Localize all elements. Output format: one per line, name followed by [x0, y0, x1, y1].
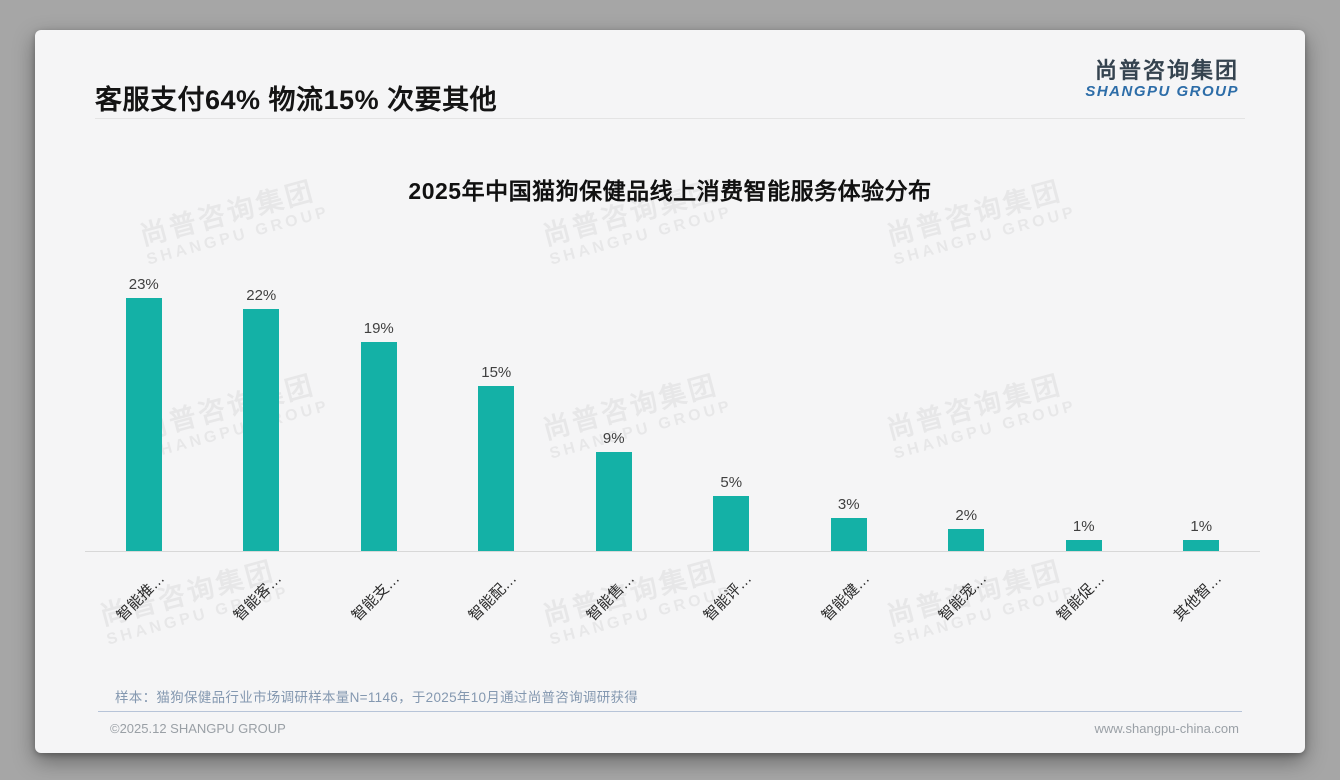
bar-value-label: 9% — [602, 430, 625, 447]
x-axis-label: 智能健… — [818, 570, 873, 625]
bar-column: 3% — [790, 268, 908, 551]
bar — [478, 386, 515, 551]
x-axis-label: 智能评… — [700, 570, 756, 625]
bar-column: 23% — [85, 268, 203, 551]
logo-chinese-name: 尚普咨询集团 — [1094, 58, 1239, 83]
x-label-slot: 智能推… — [85, 552, 203, 657]
bar — [125, 298, 162, 551]
x-axis-line — [85, 551, 1260, 552]
bar-column: 22% — [203, 268, 321, 551]
header-divider — [95, 118, 1245, 119]
x-label-slot: 智能售… — [555, 552, 673, 657]
bar-column: 1% — [1025, 268, 1143, 551]
bar — [595, 452, 632, 551]
chart-title: 2025年中国猫狗保健品线上消费智能服务体验分布 — [408, 178, 932, 204]
x-axis-label: 智能配… — [465, 570, 521, 625]
x-axis-labels: 智能推… 智能客… 智能支… 智能配… 智能售… 智能评… 智能健… 智能宠… 智能促… 其他智… — [85, 552, 1260, 657]
bar-column: 19% — [320, 268, 438, 551]
x-label-slot: 智能支… — [320, 552, 438, 657]
bar-value-label: 19% — [363, 320, 394, 337]
watermark-en: SHANGPU GROUP — [891, 203, 1079, 269]
bar — [948, 529, 985, 551]
x-axis-label: 其他智… — [1170, 570, 1226, 625]
bar — [713, 496, 750, 551]
bar — [1183, 540, 1220, 551]
footer-divider — [98, 711, 1242, 712]
x-label-slot: 智能宠… — [908, 552, 1026, 657]
slide-card: 尚普咨询集团 SHANGPU GROUP 尚普咨询集团 SHANGPU GROU… — [35, 30, 1305, 753]
watermark-en: SHANGPU GROUP — [144, 203, 332, 269]
page-title: 客服支付64% 物流15% 次要其他 — [95, 85, 498, 115]
bar-value-label: 15% — [481, 364, 512, 381]
bar-value-label: 2% — [955, 507, 978, 524]
bar-chart-plot-area: 23% 22% 19% 15% 9% 5% 3% 2% 1% 1% — [85, 268, 1260, 551]
bar-value-label: 3% — [837, 496, 860, 513]
sample-footnote: 样本：猫狗保健品行业市场调研样本量N=1146，于2025年10月通过尚普咨询调… — [115, 690, 639, 705]
footer-copyright: ©2025.12 SHANGPU GROUP — [110, 721, 286, 736]
x-label-slot: 其他智… — [1143, 552, 1261, 657]
bar-value-label: 5% — [720, 474, 743, 491]
logo-english-name: SHANGPU GROUP — [1085, 83, 1239, 101]
bar-column: 5% — [673, 268, 791, 551]
x-axis-label: 智能宠… — [935, 570, 991, 625]
bar-value-label: 22% — [246, 287, 277, 304]
bar — [360, 342, 397, 551]
bar-value-label: 1% — [1072, 518, 1095, 535]
watermark-en: SHANGPU GROUP — [547, 203, 735, 269]
bar-value-label: 1% — [1190, 518, 1213, 535]
x-label-slot: 智能配… — [438, 552, 556, 657]
x-axis-label: 智能支… — [348, 570, 403, 625]
x-axis-label: 智能促… — [1053, 570, 1108, 625]
bar-column: 2% — [908, 268, 1026, 551]
bar-column: 15% — [438, 268, 556, 551]
bar-column: 1% — [1143, 268, 1261, 551]
x-label-slot: 智能评… — [673, 552, 791, 657]
x-label-slot: 智能客… — [203, 552, 321, 657]
bar — [1065, 540, 1102, 551]
x-label-slot: 智能促… — [1025, 552, 1143, 657]
bar — [830, 518, 867, 551]
company-logo: 尚普咨询集团 SHANGPU GROUP — [1085, 58, 1239, 101]
bar — [243, 309, 280, 551]
x-axis-label: 智能客… — [230, 570, 286, 625]
x-axis-label: 智能推… — [113, 570, 168, 625]
bar-value-label: 23% — [128, 276, 159, 293]
x-axis-label: 智能售… — [583, 570, 638, 625]
x-label-slot: 智能健… — [790, 552, 908, 657]
bar-column: 9% — [555, 268, 673, 551]
footer-website: www.shangpu-china.com — [1094, 721, 1239, 736]
